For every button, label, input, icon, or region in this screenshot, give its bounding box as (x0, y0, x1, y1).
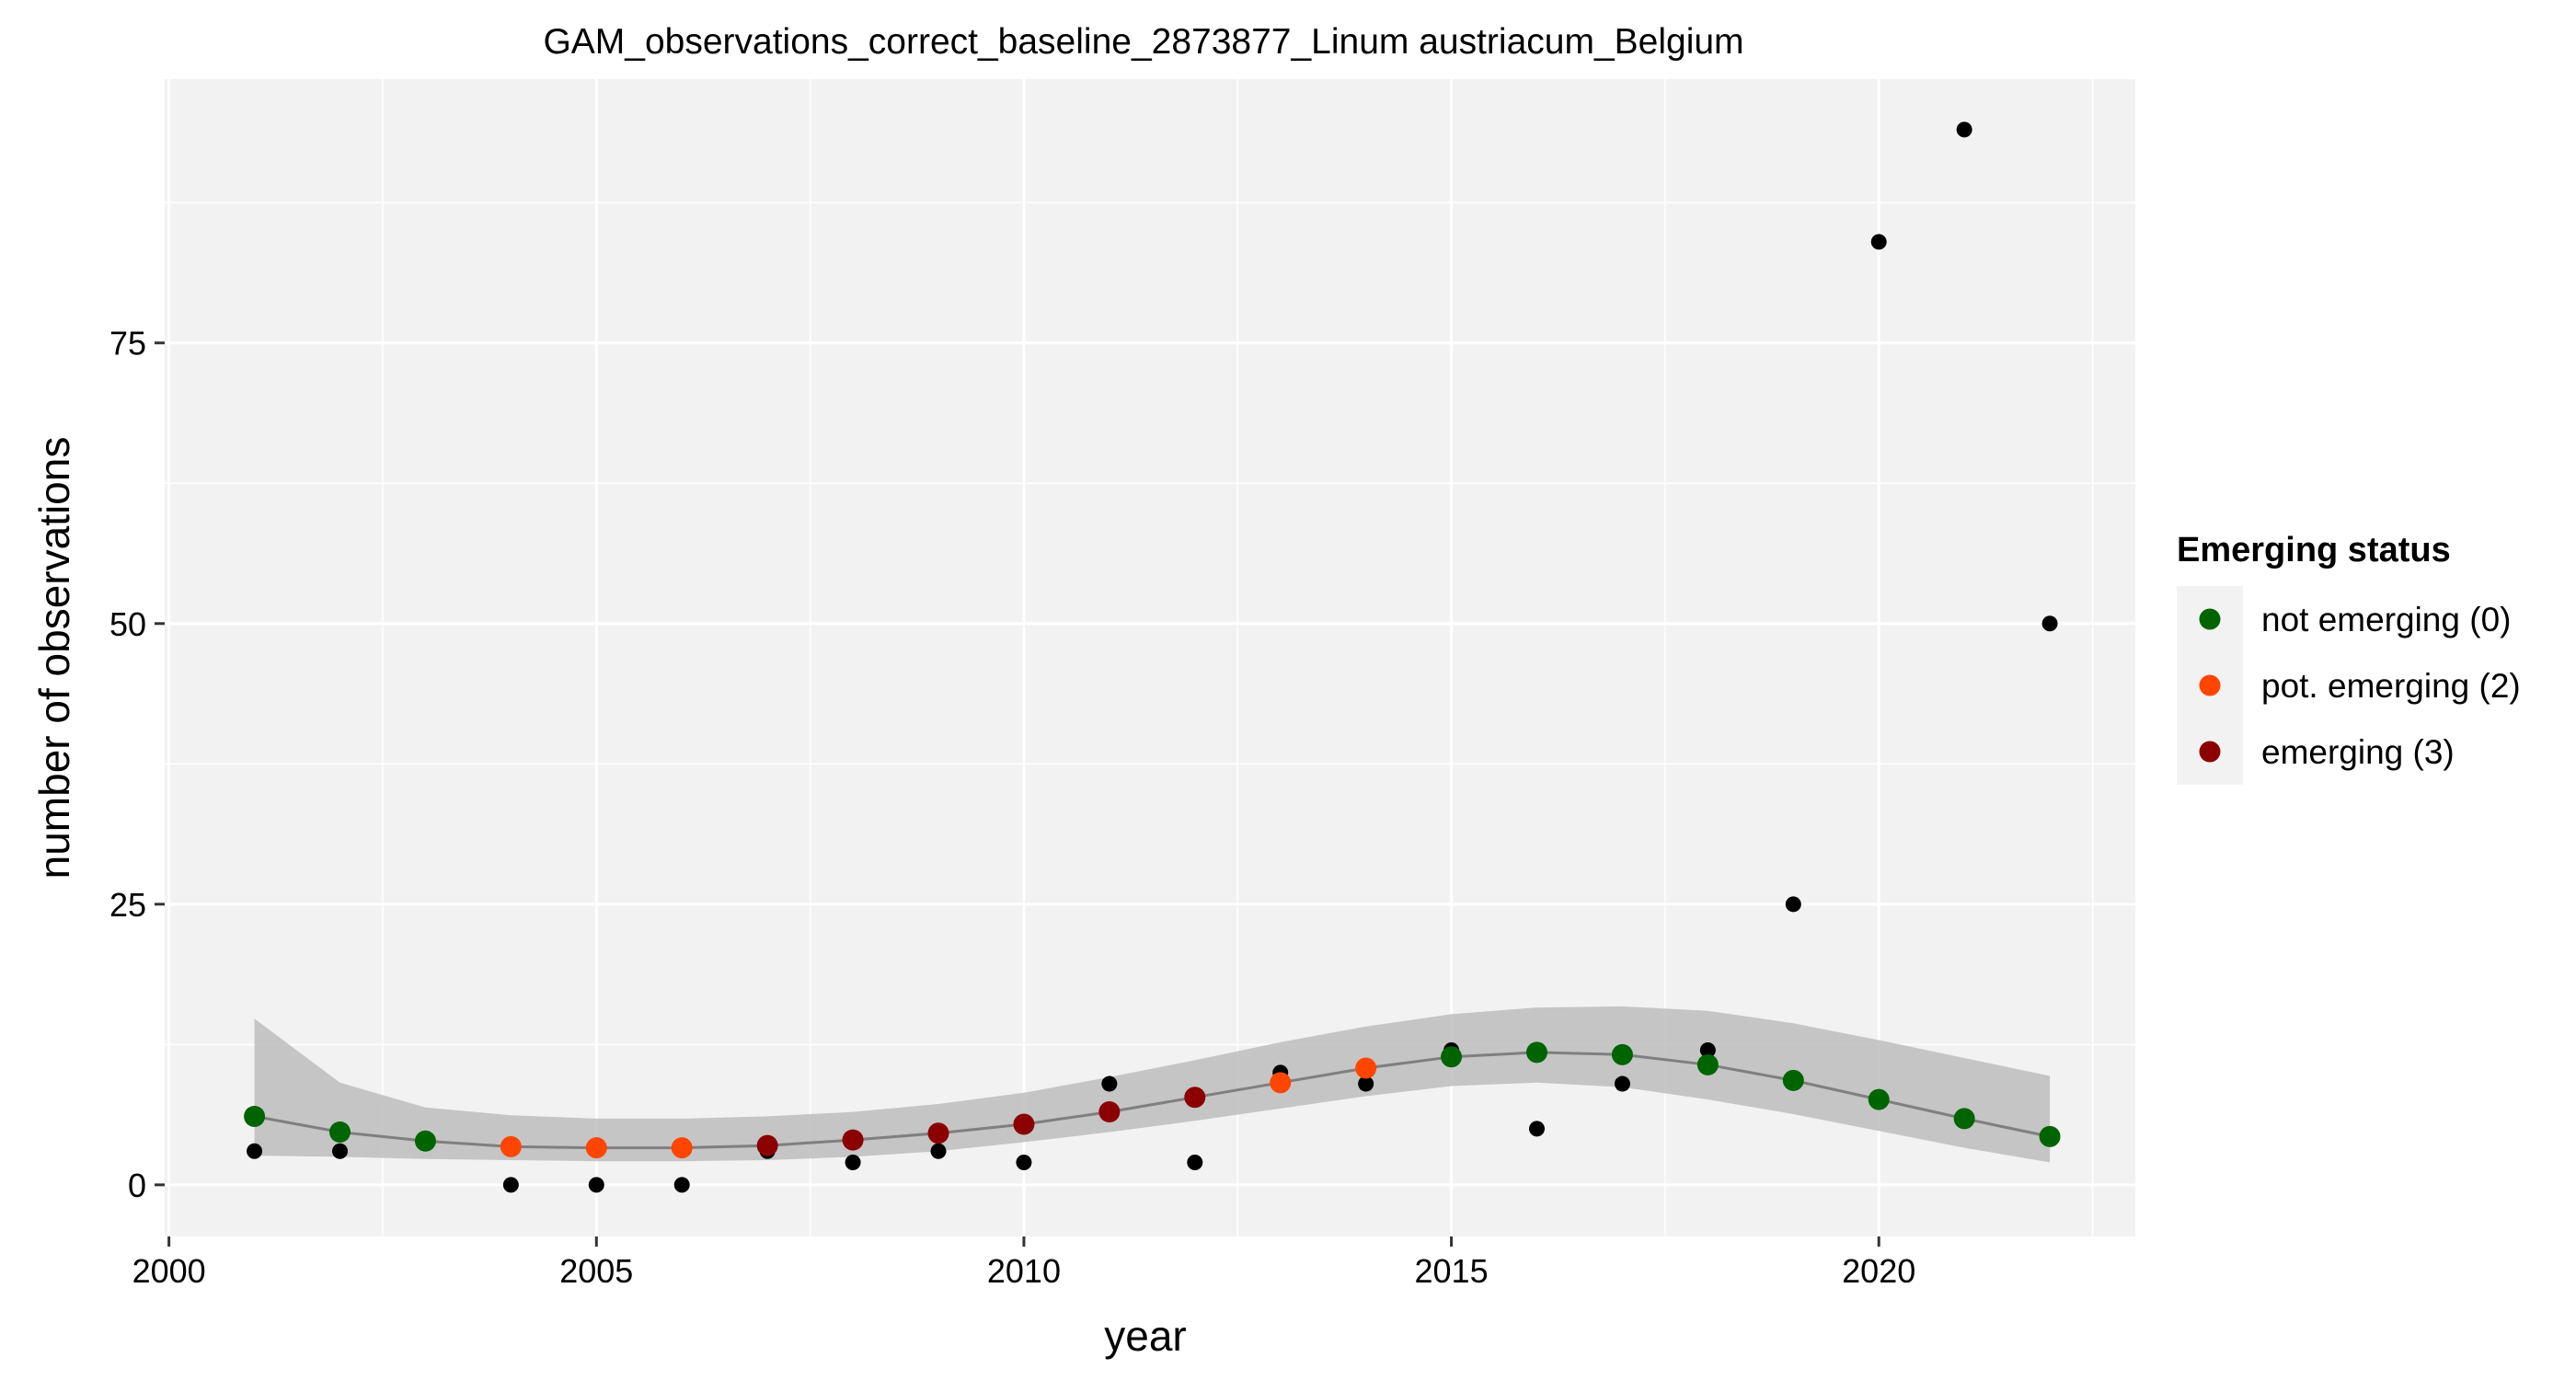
legend-label: emerging (3) (2261, 733, 2455, 771)
fitted-line (254, 1051, 2051, 1150)
fitted-point (1098, 1101, 1121, 1123)
y-tick-label: 0 (128, 1167, 146, 1204)
axes: 2000 2005 2010 2015 2020 0 25 50 75 (109, 325, 1915, 1290)
observed-point (845, 1154, 861, 1170)
observed-point (1785, 896, 1801, 913)
observed-point (1358, 1075, 1374, 1092)
legend-label: pot. emerging (2) (2261, 667, 2521, 705)
confidence-ribbon (254, 1006, 2051, 1163)
fitted-point (1782, 1069, 1804, 1091)
fitted-point (1696, 1053, 1719, 1075)
x-tick-label: 2005 (559, 1252, 633, 1290)
observed-point (1614, 1075, 1630, 1092)
y-tick-label: 25 (109, 886, 146, 924)
fitted-point (1611, 1043, 1633, 1065)
x-tick-label: 2000 (132, 1252, 206, 1290)
fitted-point (1526, 1041, 1548, 1064)
observed-point (673, 1177, 690, 1193)
observed-point (502, 1177, 519, 1193)
x-tick-label: 2020 (1842, 1252, 1915, 1290)
legend-marker (2199, 741, 2221, 763)
observed-point (1101, 1075, 1118, 1092)
fitted-point (927, 1122, 949, 1144)
y-tick-label: 50 (109, 605, 146, 643)
fitted-point (329, 1121, 351, 1144)
observed-point (1699, 1041, 1716, 1058)
fitted-point (585, 1137, 607, 1159)
fitted-point (1013, 1113, 1035, 1135)
y-axis-title: number of observations (30, 437, 78, 880)
x-tick-label: 2015 (1415, 1252, 1489, 1290)
gam-fit-line (254, 1051, 2051, 1150)
fitted-point (414, 1130, 436, 1152)
x-tick-label: 2010 (987, 1252, 1061, 1290)
observed-point (1016, 1154, 1032, 1170)
confidence-band (254, 1006, 2051, 1163)
fitted-point (1953, 1108, 1975, 1130)
observed-point (1956, 121, 1972, 138)
fitted-point (671, 1137, 693, 1159)
y-tick-label: 75 (109, 325, 146, 362)
fitted-point (1441, 1046, 1463, 1068)
fitted-point (500, 1135, 522, 1157)
legend: Emerging status not emerging (0) pot. eme… (2177, 531, 2521, 785)
legend-label: not emerging (0) (2261, 601, 2511, 638)
observed-point (930, 1143, 947, 1159)
fitted-point (842, 1129, 864, 1151)
fitted-point (1184, 1087, 1206, 1109)
legend-title: Emerging status (2177, 531, 2451, 569)
observed-point (332, 1143, 349, 1159)
fitted-point (1270, 1072, 1292, 1094)
observed-point (247, 1143, 263, 1159)
fitted-point (244, 1105, 266, 1127)
observed-point (1870, 234, 1887, 250)
chart-title: GAM_observations_correct_baseline_287387… (543, 22, 1743, 62)
fitted-point (756, 1134, 778, 1156)
observed-point (588, 1177, 604, 1193)
fitted-point (1868, 1088, 1890, 1110)
legend-marker (2199, 674, 2221, 696)
fitted-points (244, 1041, 2061, 1159)
legend-marker (2199, 608, 2221, 630)
fitted-point (1355, 1057, 1377, 1079)
observed-point (1529, 1121, 1546, 1137)
observed-point (2041, 615, 2058, 632)
observed-points (247, 121, 2058, 1193)
fitted-point (2039, 1125, 2061, 1147)
observed-point (1187, 1154, 1203, 1170)
x-axis-title: year (1104, 1312, 1186, 1360)
grid-lines (165, 79, 2135, 1236)
